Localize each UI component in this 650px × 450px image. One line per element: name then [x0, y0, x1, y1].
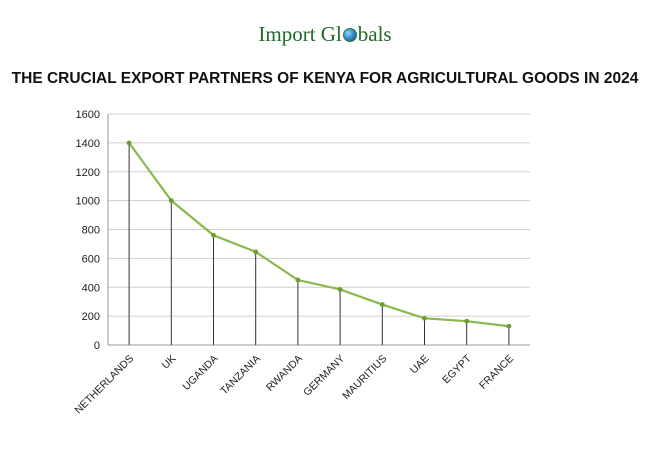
- data-point: [295, 277, 301, 283]
- y-tick-label: 800: [82, 225, 100, 237]
- x-tick-label: FRANCE: [477, 353, 516, 392]
- logo-text-end: bals: [357, 22, 392, 46]
- y-tick-label: 400: [82, 282, 100, 294]
- data-point: [337, 287, 343, 292]
- x-tick-label: MAURITIUS: [340, 353, 389, 402]
- chart-title: THE CRUCIAL EXPORT PARTNERS OF KENYA FOR…: [11, 70, 639, 87]
- logo-text-start: Import Gl: [258, 22, 342, 46]
- data-point: [168, 198, 174, 204]
- x-tick-label: RWANDA: [264, 353, 305, 394]
- data-point: [126, 140, 132, 146]
- series-line: [128, 142, 510, 328]
- y-tick-label: 1400: [76, 138, 100, 150]
- y-tick-label: 0: [94, 340, 100, 352]
- data-point: [422, 315, 427, 321]
- x-tick-label: UK: [160, 353, 179, 372]
- x-tick-label: UGANDA: [180, 353, 220, 393]
- data-point: [211, 232, 216, 238]
- y-tick-label: 200: [82, 311, 100, 323]
- x-tick-label: TANZANIA: [218, 353, 263, 398]
- y-tick-label: 1200: [76, 167, 100, 179]
- x-tick-label: GERMANY: [301, 353, 347, 399]
- data-point: [253, 249, 259, 255]
- data-point: [506, 323, 512, 329]
- import-globals-logo: Import Gl bals: [0, 22, 650, 47]
- y-tick-label: 1600: [76, 109, 100, 121]
- y-tick-label: 1000: [76, 196, 100, 208]
- y-tick-label: 600: [82, 253, 100, 265]
- x-tick-label: EGYPT: [440, 352, 474, 386]
- x-tick-label: NETHERLANDS: [72, 353, 136, 417]
- data-point: [464, 318, 470, 324]
- data-point: [379, 302, 385, 307]
- x-tick-label: UAE: [408, 353, 432, 377]
- globe-icon: [342, 28, 357, 42]
